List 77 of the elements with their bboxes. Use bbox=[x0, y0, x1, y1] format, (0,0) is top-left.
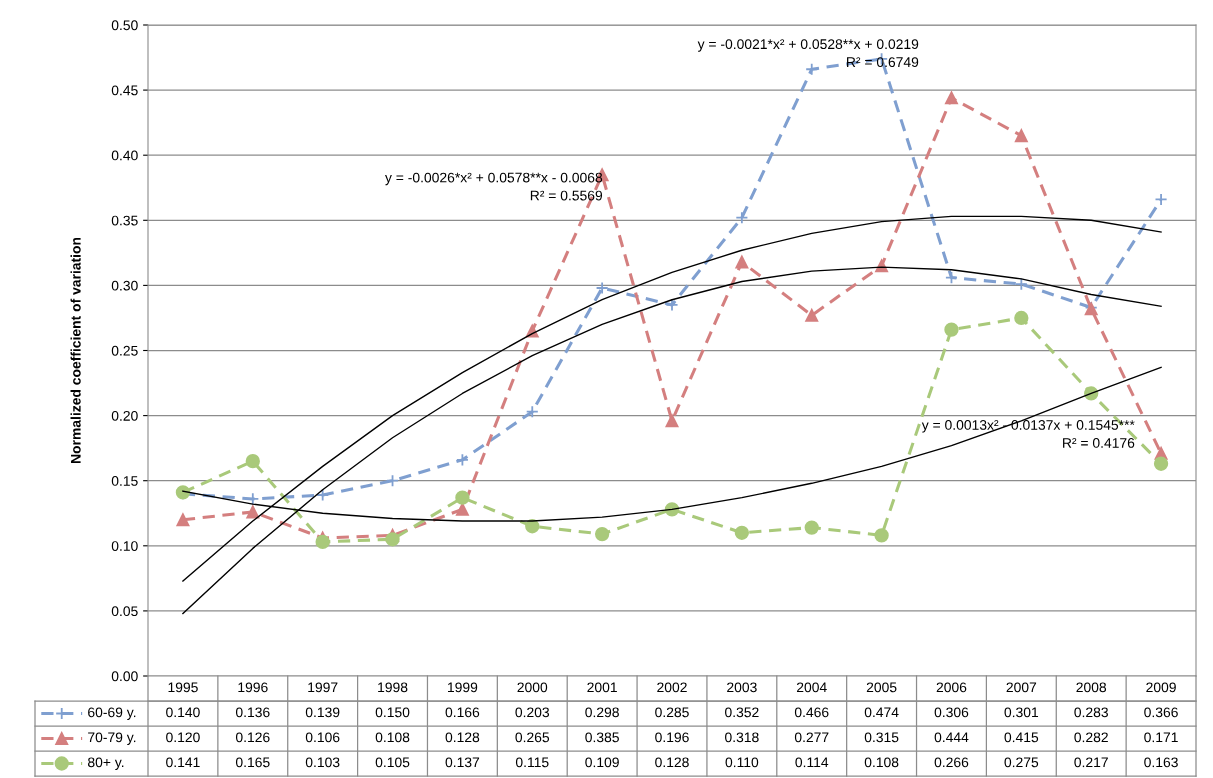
data-label: 0.366 bbox=[1144, 707, 1178, 718]
data-label: 0.140 bbox=[166, 707, 200, 718]
annotation: y = -0.0026*x² + 0.0578**x - 0.0068 R² = 0.5569 bbox=[385, 172, 603, 201]
data-label: 0.137 bbox=[445, 757, 480, 768]
data-label: 0.120 bbox=[166, 732, 200, 743]
y-tick-label: 0.20 bbox=[111, 410, 138, 421]
data-label: 0.103 bbox=[305, 757, 340, 768]
y-tick-label: 0.40 bbox=[111, 150, 138, 161]
x-tick-label: 2008 bbox=[1076, 682, 1107, 693]
y-tick-label: 0.30 bbox=[111, 280, 138, 291]
data-label: 0.108 bbox=[864, 757, 899, 768]
data-label: 0.474 bbox=[864, 707, 899, 718]
x-tick-label: 2006 bbox=[936, 682, 967, 693]
data-label: 0.106 bbox=[305, 732, 340, 743]
data-label: 0.466 bbox=[794, 707, 829, 718]
data-label: 0.114 bbox=[795, 757, 829, 768]
data-label: 0.277 bbox=[794, 732, 829, 743]
y-tick-label: 0.25 bbox=[111, 345, 138, 356]
data-label: 0.301 bbox=[1004, 707, 1039, 718]
data-label: 0.385 bbox=[585, 732, 619, 743]
legend-label: 60-69 y. bbox=[88, 707, 136, 720]
data-label: 0.203 bbox=[515, 707, 550, 718]
data-label: 0.283 bbox=[1074, 707, 1108, 718]
x-tick-label: 1996 bbox=[238, 682, 268, 693]
data-label: 0.315 bbox=[864, 732, 899, 743]
y-tick-label: 0.05 bbox=[111, 606, 138, 617]
x-tick-label: 2000 bbox=[517, 682, 548, 693]
data-label: 0.166 bbox=[445, 707, 480, 718]
data-label: 0.163 bbox=[1144, 757, 1178, 768]
x-tick-label: 2003 bbox=[727, 682, 757, 693]
data-label: 0.298 bbox=[585, 707, 619, 718]
data-label: 0.128 bbox=[445, 732, 480, 743]
y-tick-label: 0.00 bbox=[111, 671, 138, 682]
data-label: 0.352 bbox=[725, 707, 759, 718]
data-label: 0.282 bbox=[1074, 732, 1108, 743]
data-label: 0.128 bbox=[655, 757, 689, 768]
data-label: 0.150 bbox=[375, 707, 410, 718]
y-axis-title: Normalized coefficient of variation bbox=[70, 237, 81, 464]
data-label: 0.105 bbox=[375, 757, 410, 768]
data-label: 0.266 bbox=[934, 757, 969, 768]
data-label: 0.265 bbox=[515, 732, 550, 743]
data-label: 0.126 bbox=[235, 732, 270, 743]
x-tick-label: 1995 bbox=[168, 682, 198, 693]
x-tick-label: 1998 bbox=[378, 682, 408, 693]
x-tick-label: 2004 bbox=[796, 682, 827, 693]
x-tick-label: 2005 bbox=[866, 682, 897, 693]
data-label: 0.136 bbox=[235, 707, 270, 718]
data-label: 0.306 bbox=[934, 707, 969, 718]
legend-label: 70-79 y. bbox=[88, 732, 136, 745]
y-tick-label: 0.50 bbox=[111, 20, 138, 31]
data-label: 0.108 bbox=[375, 732, 410, 743]
data-label: 0.217 bbox=[1074, 757, 1108, 768]
data-label: 0.285 bbox=[655, 707, 689, 718]
data-label: 0.415 bbox=[1004, 732, 1039, 743]
x-tick-label: 1999 bbox=[448, 682, 478, 693]
data-label: 0.139 bbox=[305, 707, 340, 718]
annotation: y = -0.0021*x² + 0.0528**x + 0.0219 R² = 0.6749 bbox=[697, 39, 919, 68]
data-label: 0.444 bbox=[934, 732, 969, 743]
data-label: 0.165 bbox=[235, 757, 270, 768]
data-label: 0.115 bbox=[515, 757, 549, 768]
y-tick-label: 0.15 bbox=[111, 476, 138, 486]
legend-label: 80+ y. bbox=[88, 757, 124, 770]
x-tick-label: 2007 bbox=[1006, 682, 1037, 693]
y-tick-label: 0.35 bbox=[111, 215, 138, 226]
data-label: 0.318 bbox=[725, 732, 759, 743]
data-label: 0.110 bbox=[725, 757, 759, 768]
y-tick-label: 0.45 bbox=[111, 85, 138, 96]
data-label: 0.171 bbox=[1144, 732, 1178, 743]
x-tick-label: 2001 bbox=[587, 682, 617, 693]
x-tick-label: 2002 bbox=[657, 682, 687, 693]
data-label: 0.109 bbox=[585, 757, 619, 768]
x-tick-label: 2009 bbox=[1146, 682, 1176, 693]
y-tick-label: 0.10 bbox=[111, 541, 138, 551]
x-tick-label: 1997 bbox=[308, 682, 338, 693]
data-label: 0.196 bbox=[655, 732, 689, 743]
data-label: 0.141 bbox=[166, 757, 200, 768]
data-label: 0.275 bbox=[1004, 757, 1039, 768]
